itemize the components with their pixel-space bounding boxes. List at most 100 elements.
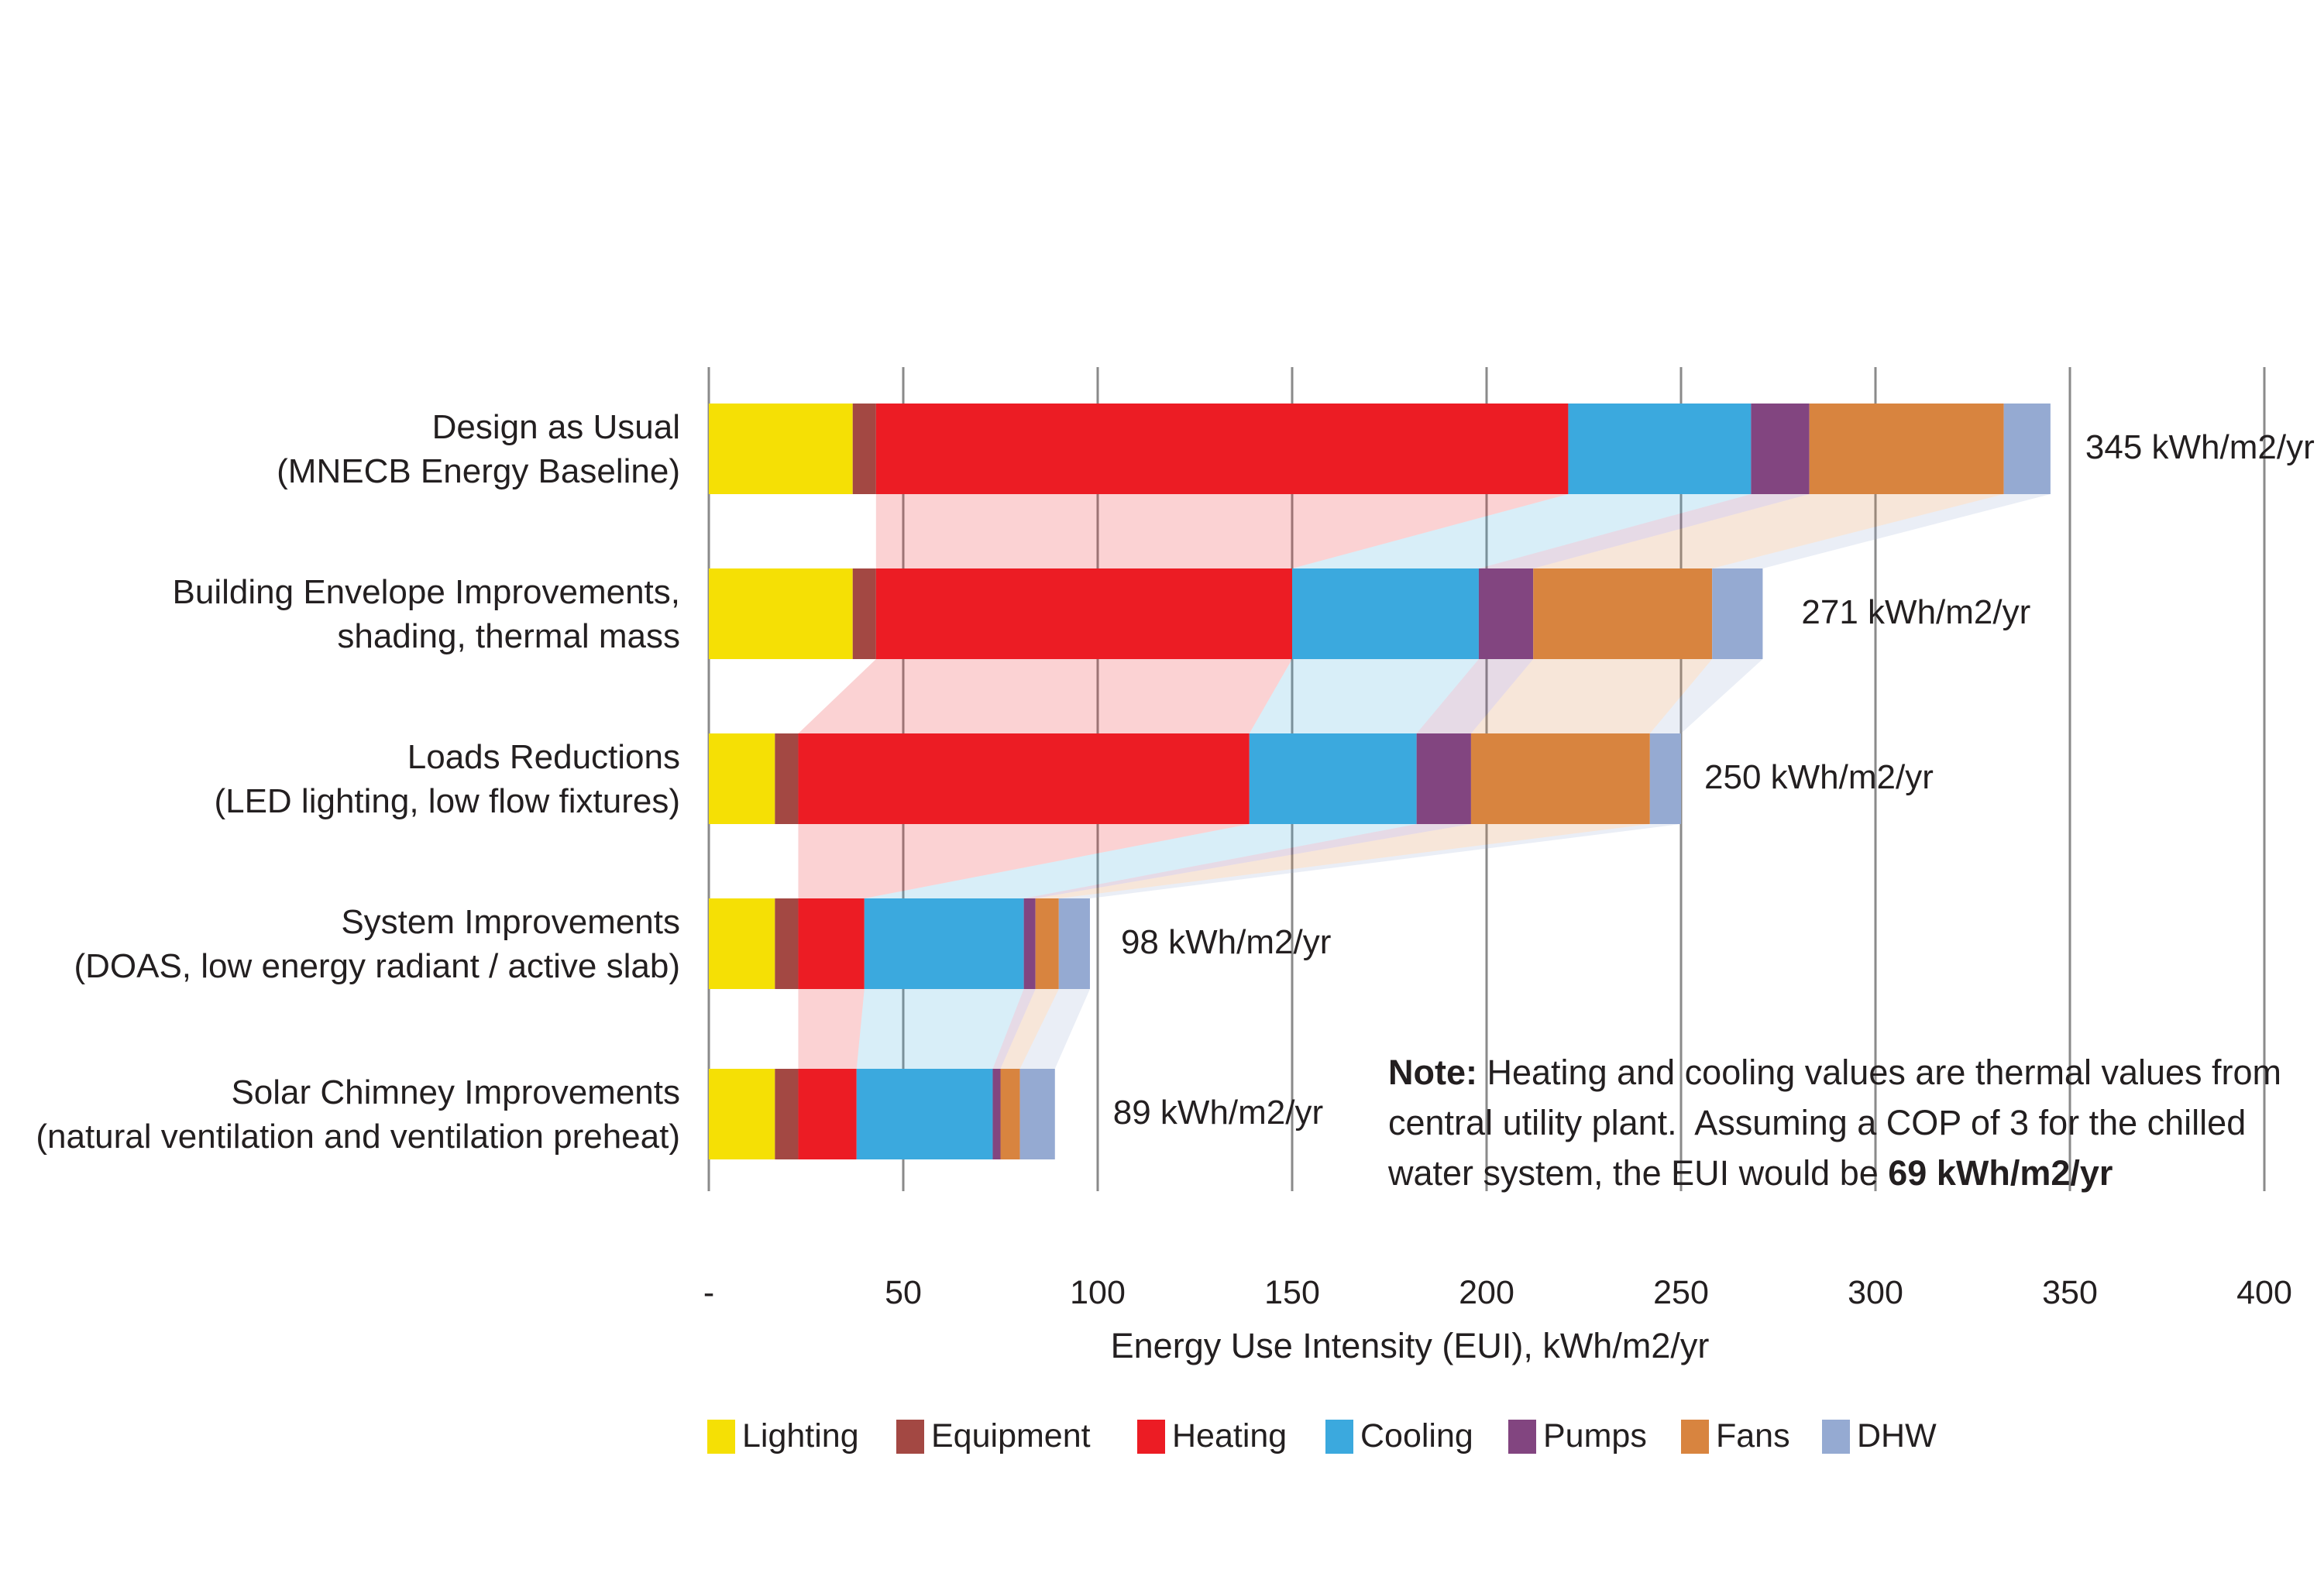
bar-segment-fans-row3 bbox=[1470, 733, 1650, 824]
legend-swatch-lighting bbox=[707, 1419, 735, 1454]
legend-item-equipment: Equipment bbox=[896, 1417, 1091, 1455]
flow-band-pumps bbox=[1478, 494, 1810, 568]
legend-swatch-pumps bbox=[1508, 1419, 1536, 1454]
legend-item-pumps: Pumps bbox=[1508, 1417, 1647, 1455]
category-label-line2: shading, thermal mass bbox=[337, 616, 680, 655]
bar-segment-lighting-row2 bbox=[709, 568, 853, 659]
bar-segment-heating-row3 bbox=[798, 733, 1250, 824]
category-label-line1: System Improvements bbox=[341, 902, 680, 941]
flow-band-pumps bbox=[992, 989, 1036, 1069]
category-label-line2: (natural ventilation and ventilation pre… bbox=[36, 1117, 680, 1156]
flow-band-pumps bbox=[1416, 659, 1534, 733]
legend-item-lighting: Lighting bbox=[707, 1417, 859, 1455]
bar-segment-equipment-row2 bbox=[852, 568, 876, 659]
bar-segment-lighting-row3 bbox=[709, 733, 775, 824]
flow-band-fans bbox=[1533, 494, 2004, 568]
legend-label: Equipment bbox=[931, 1417, 1091, 1455]
bar-segment-fans-row2 bbox=[1533, 568, 1713, 659]
x-tick-350: 350 bbox=[2042, 1274, 2098, 1311]
legend-label: Pumps bbox=[1543, 1417, 1647, 1455]
category-label-row1: Design as Usual (MNECB Energy Baseline) bbox=[0, 405, 680, 493]
bar-segment-heating-row2 bbox=[875, 568, 1292, 659]
bar-segment-lighting-row5 bbox=[709, 1069, 775, 1159]
bar-segment-lighting-row1 bbox=[709, 404, 853, 494]
category-label-line1: Loads Reductions bbox=[407, 737, 680, 776]
category-label-line2: (LED lighting, low flow fixtures) bbox=[214, 781, 680, 820]
x-tick-0: - bbox=[703, 1274, 715, 1311]
x-tick-150: 150 bbox=[1264, 1274, 1320, 1311]
bar-segment-cooling-row5 bbox=[856, 1069, 993, 1159]
flow-band-heating bbox=[798, 989, 865, 1069]
bar-segment-cooling-row2 bbox=[1292, 568, 1479, 659]
total-label-row3: 250 kWh/m2/yr bbox=[1704, 757, 1934, 796]
legend-swatch-heating bbox=[1137, 1419, 1165, 1454]
category-label-line1: Design as Usual bbox=[431, 407, 680, 446]
legend-item-heating: Heating bbox=[1137, 1417, 1287, 1455]
legend-item-dhw: DHW bbox=[1822, 1417, 1937, 1455]
bar-segment-equipment-row4 bbox=[775, 898, 799, 989]
bar-segment-dhw-row4 bbox=[1058, 898, 1090, 989]
bar-segment-heating-row4 bbox=[798, 898, 865, 989]
category-label-row4: System Improvements (DOAS, low energy rad… bbox=[0, 900, 680, 988]
bar-segment-equipment-row3 bbox=[775, 733, 799, 824]
category-label-line2: (DOAS, low energy radiant / active slab) bbox=[74, 946, 680, 985]
legend-swatch-fans bbox=[1681, 1419, 1709, 1454]
legend-label: Lighting bbox=[742, 1417, 859, 1455]
category-label-line1: Solar Chimney Improvements bbox=[231, 1073, 680, 1111]
x-tick-300: 300 bbox=[1848, 1274, 1903, 1311]
x-tick-100: 100 bbox=[1070, 1274, 1126, 1311]
bars-group bbox=[709, 404, 2051, 1159]
category-label-row5: Solar Chimney Improvements (natural venti… bbox=[0, 1070, 680, 1159]
note-line-2: central utility plant. Assuming a COP of… bbox=[1388, 1103, 2247, 1142]
bar-segment-dhw-row2 bbox=[1712, 568, 1763, 659]
note-line-3: water system, the EUI would be 69 kWh/m2… bbox=[1388, 1153, 2113, 1193]
bar-segment-dhw-row5 bbox=[1019, 1069, 1055, 1159]
x-tick-250: 250 bbox=[1653, 1274, 1709, 1311]
bar-segment-equipment-row1 bbox=[852, 404, 876, 494]
legend-swatch-dhw bbox=[1822, 1419, 1850, 1454]
flow-band-dhw bbox=[1712, 494, 2051, 568]
x-axis-title: Energy Use Intensity (EUI), kWh/m2/yr bbox=[1110, 1326, 1710, 1365]
bar-segment-cooling-row1 bbox=[1568, 404, 1752, 494]
bar-segment-heating-row5 bbox=[798, 1069, 857, 1159]
bar-segment-cooling-row3 bbox=[1249, 733, 1417, 824]
category-label-row2: Building Envelope Improvements, shading, … bbox=[0, 570, 680, 658]
flow-band-heating bbox=[798, 659, 1292, 733]
flow-band-fans bbox=[1000, 989, 1059, 1069]
total-label-row1: 345 kWh/m2/yr bbox=[2085, 428, 2315, 466]
flow-band-heating bbox=[798, 824, 1250, 898]
legend-label: Heating bbox=[1172, 1417, 1287, 1455]
bar-segment-fans-row5 bbox=[1000, 1069, 1020, 1159]
flow-band-cooling bbox=[864, 824, 1417, 898]
x-tick-400: 400 bbox=[2236, 1274, 2292, 1311]
legend-item-cooling: Cooling bbox=[1325, 1417, 1473, 1455]
flow-band-heating bbox=[875, 494, 1569, 568]
bar-segment-pumps-row5 bbox=[992, 1069, 1001, 1159]
total-label-row2: 271 kWh/m2/yr bbox=[1801, 592, 2031, 631]
x-tick-200: 200 bbox=[1459, 1274, 1514, 1311]
flow-band-cooling bbox=[1249, 659, 1479, 733]
flow-band-fans bbox=[1035, 824, 1650, 898]
category-label-line2: (MNECB Energy Baseline) bbox=[277, 452, 680, 490]
flow-band-cooling bbox=[1292, 494, 1752, 568]
bar-segment-lighting-row4 bbox=[709, 898, 775, 989]
note-text: Note: Heating and cooling values are the… bbox=[1388, 1047, 2324, 1198]
category-label-row3: Loads Reductions (LED lighting, low flow … bbox=[0, 735, 680, 823]
legend-label: Fans bbox=[1716, 1417, 1790, 1455]
flow-band-dhw bbox=[1019, 989, 1090, 1069]
bar-segment-heating-row1 bbox=[875, 404, 1569, 494]
bar-segment-fans-row4 bbox=[1035, 898, 1059, 989]
flow-band-dhw bbox=[1649, 659, 1763, 733]
legend-swatch-cooling bbox=[1325, 1419, 1353, 1454]
flow-bands-group bbox=[798, 494, 2051, 1069]
legend-swatch-equipment bbox=[896, 1419, 924, 1454]
bar-segment-cooling-row4 bbox=[864, 898, 1024, 989]
bar-segment-dhw-row1 bbox=[2003, 404, 2051, 494]
flow-band-pumps bbox=[1023, 824, 1471, 898]
total-label-row4: 98 kWh/m2/yr bbox=[1120, 922, 1332, 961]
bar-segment-dhw-row3 bbox=[1649, 733, 1681, 824]
flow-band-dhw bbox=[1058, 824, 1681, 898]
flow-band-cooling bbox=[856, 989, 1024, 1069]
